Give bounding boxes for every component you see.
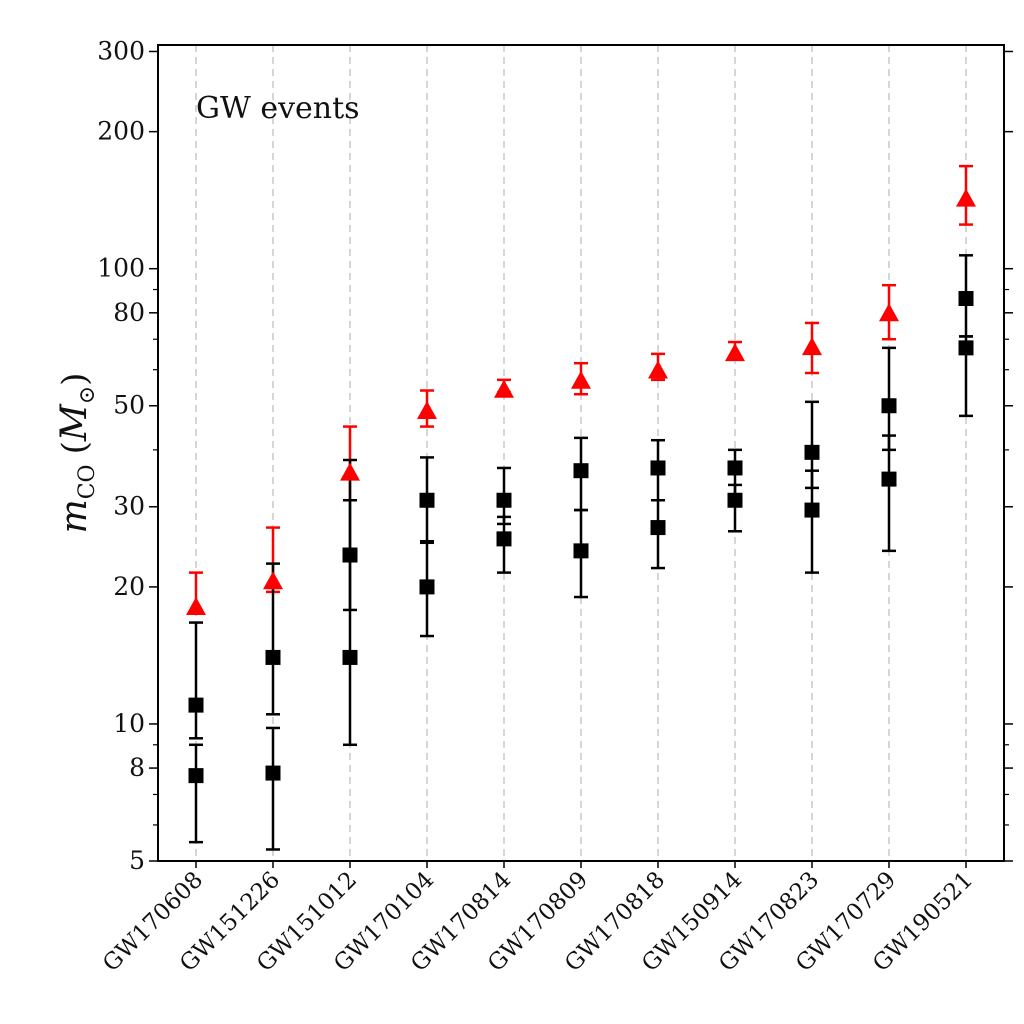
marker-triangle-s0-gw170608 bbox=[186, 596, 206, 615]
marker-square-s1-gw150914 bbox=[727, 460, 743, 476]
marker-square-s1-gw170809 bbox=[573, 463, 589, 479]
marker-square-s1-gw151012 bbox=[342, 547, 358, 563]
marker-square-s2-gw170608 bbox=[188, 768, 204, 784]
marker-square-s1-gw190521 bbox=[958, 291, 974, 307]
marker-square-s2-gw170814 bbox=[496, 531, 512, 547]
marker-square-s1-gw170814 bbox=[496, 492, 512, 508]
marker-square-s1-gw151226 bbox=[265, 649, 281, 665]
y-axis-label-close: ) bbox=[55, 373, 95, 386]
marker-triangle-s0-gw150914 bbox=[725, 343, 745, 362]
marker-square-s1-gw170104 bbox=[419, 492, 435, 508]
marker-square-s1-gw170729 bbox=[881, 398, 897, 414]
y-axis-label-unit: M bbox=[54, 403, 95, 442]
y-tick-label-100: 100 bbox=[97, 254, 145, 283]
marker-triangle-s0-gw170729 bbox=[879, 303, 899, 322]
marker-square-s1-gw170823 bbox=[804, 444, 820, 460]
marker-square-s2-gw150914 bbox=[727, 492, 743, 508]
y-tick-label-80: 80 bbox=[113, 298, 145, 327]
y-tick-label-5: 5 bbox=[129, 846, 145, 875]
y-axis-label-base: m bbox=[54, 499, 95, 533]
markers bbox=[186, 188, 976, 784]
y-axis-label-open: ( bbox=[55, 441, 95, 454]
marker-square-s2-gw170823 bbox=[804, 502, 820, 518]
marker-square-s2-gw151012 bbox=[342, 649, 358, 665]
marker-triangle-s0-gw170823 bbox=[802, 337, 822, 356]
y-tick-label-10: 10 bbox=[113, 709, 145, 738]
marker-square-s1-gw170608 bbox=[188, 697, 204, 713]
y-axis-label-unit-sub: ⊙ bbox=[75, 386, 100, 404]
marker-square-s2-gw190521 bbox=[958, 340, 974, 356]
marker-triangle-s0-gw151012 bbox=[340, 462, 360, 481]
marker-square-s1-gw170818 bbox=[650, 460, 666, 476]
marker-square-s2-gw151226 bbox=[265, 765, 281, 781]
marker-square-s2-gw170818 bbox=[650, 520, 666, 536]
marker-triangle-s0-gw190521 bbox=[956, 188, 976, 207]
y-tick-label-20: 20 bbox=[113, 572, 145, 601]
marker-triangle-s0-gw151226 bbox=[263, 571, 283, 590]
y-axis-ticks: 5 8 10 20 30 50 80 100 200 300 bbox=[97, 36, 1013, 875]
y-axis-label: mCO (M⊙) bbox=[54, 373, 100, 534]
marker-triangle-s0-gw170818 bbox=[648, 360, 668, 379]
marker-square-s2-gw170104 bbox=[419, 579, 435, 595]
marker-triangle-s0-gw170104 bbox=[417, 400, 437, 419]
marker-triangle-s0-gw170814 bbox=[494, 379, 514, 398]
annotation-text: GW events bbox=[196, 91, 360, 126]
x-axis-ticks: GW170608GW151226GW151012GW170104GW170814… bbox=[98, 861, 978, 977]
marker-square-s2-gw170809 bbox=[573, 543, 589, 559]
y-tick-label-200: 200 bbox=[97, 117, 145, 146]
y-tick-label-50: 50 bbox=[113, 391, 145, 420]
y-tick-label-300: 300 bbox=[97, 36, 145, 65]
marker-square-s2-gw170729 bbox=[881, 471, 897, 487]
y-axis-label-sub: CO bbox=[75, 464, 100, 499]
marker-triangle-s0-gw170809 bbox=[571, 370, 591, 389]
y-tick-label-8: 8 bbox=[129, 753, 145, 782]
y-tick-label-30: 30 bbox=[113, 492, 145, 521]
